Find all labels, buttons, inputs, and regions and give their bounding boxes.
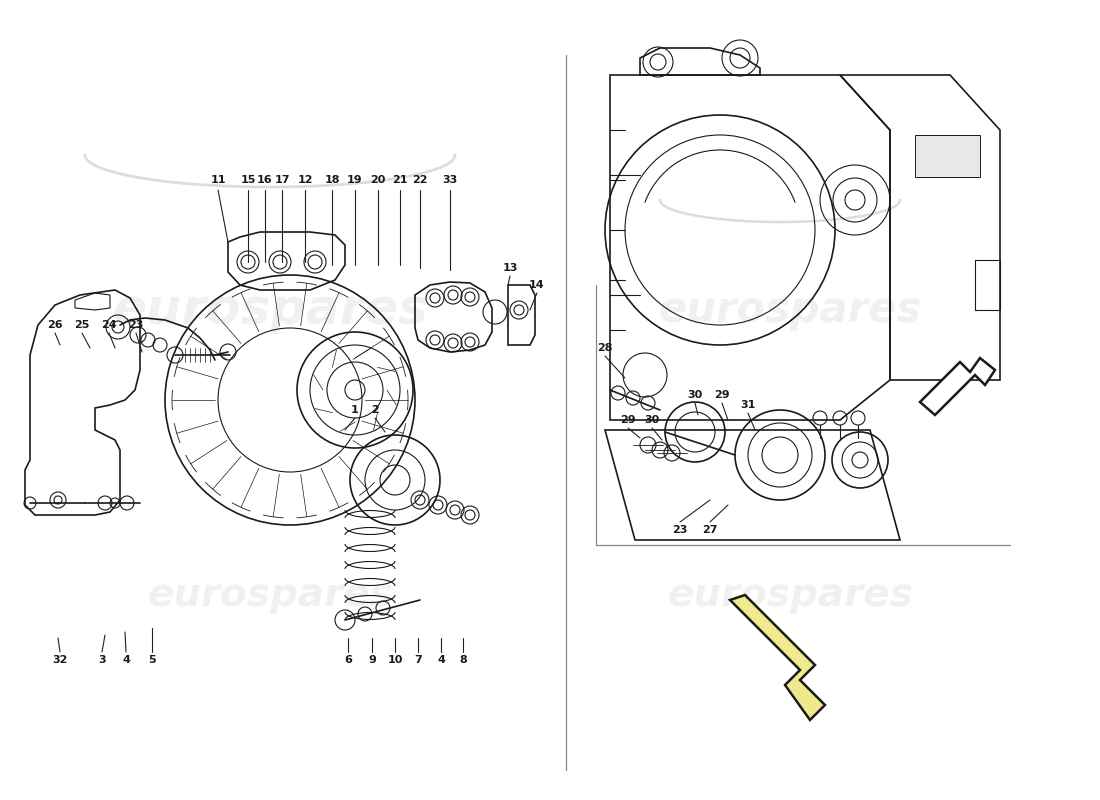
Polygon shape: [730, 595, 825, 720]
Text: 8: 8: [459, 655, 466, 665]
Text: eurospares: eurospares: [667, 576, 913, 614]
Text: 11: 11: [210, 175, 225, 185]
Polygon shape: [920, 358, 996, 415]
Text: eurospares: eurospares: [659, 289, 922, 331]
Text: 7: 7: [414, 655, 422, 665]
Text: 5: 5: [148, 655, 156, 665]
Text: 3: 3: [98, 655, 106, 665]
Text: 23: 23: [129, 320, 144, 330]
Text: 27: 27: [702, 525, 717, 535]
Text: 30: 30: [645, 415, 660, 425]
Text: 26: 26: [47, 320, 63, 330]
Text: 2: 2: [371, 405, 378, 415]
Text: 24: 24: [101, 320, 117, 330]
Text: 4: 4: [437, 655, 444, 665]
Text: 19: 19: [348, 175, 363, 185]
Text: 15: 15: [240, 175, 255, 185]
Text: 18: 18: [324, 175, 340, 185]
Text: 31: 31: [740, 400, 756, 410]
Text: 12: 12: [297, 175, 312, 185]
Text: 17: 17: [274, 175, 289, 185]
Text: 32: 32: [53, 655, 68, 665]
Text: 22: 22: [412, 175, 428, 185]
Text: 21: 21: [393, 175, 408, 185]
Text: 20: 20: [371, 175, 386, 185]
Text: 6: 6: [344, 655, 352, 665]
Text: 28: 28: [597, 343, 613, 353]
Text: 4: 4: [122, 655, 130, 665]
Text: 29: 29: [620, 415, 636, 425]
FancyBboxPatch shape: [915, 135, 980, 177]
Text: 25: 25: [75, 320, 90, 330]
Text: 1: 1: [351, 405, 359, 415]
Text: eurospares: eurospares: [147, 576, 393, 614]
Text: 30: 30: [688, 390, 703, 400]
Text: 13: 13: [503, 263, 518, 273]
Text: 23: 23: [672, 525, 688, 535]
Text: eurospares: eurospares: [112, 286, 428, 334]
Text: 33: 33: [442, 175, 458, 185]
Text: 14: 14: [529, 280, 544, 290]
Text: 16: 16: [257, 175, 273, 185]
Text: 9: 9: [368, 655, 376, 665]
Text: 29: 29: [714, 390, 729, 400]
Text: 10: 10: [387, 655, 403, 665]
